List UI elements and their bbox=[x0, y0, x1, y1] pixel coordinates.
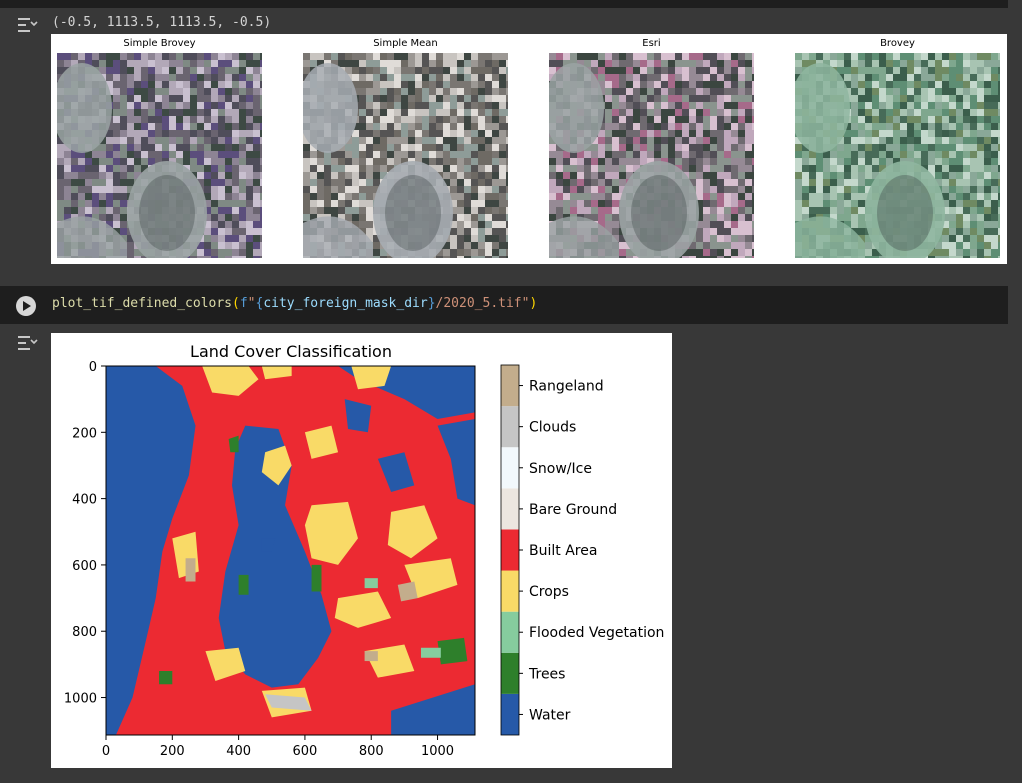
x-tick-label: 0 bbox=[102, 744, 110, 759]
colorbar-swatch bbox=[501, 365, 519, 407]
colorbar-swatch bbox=[501, 652, 519, 694]
colorbar-label: Snow/Ice bbox=[529, 461, 592, 477]
code-quote-open: " bbox=[247, 296, 256, 311]
satellite-image-simple-brovey bbox=[57, 53, 262, 258]
x-tick-label: 400 bbox=[226, 744, 251, 759]
code-paren-open: ( bbox=[232, 296, 240, 311]
run-cell-button[interactable] bbox=[16, 296, 36, 316]
code-string-path: /2020_5.tif bbox=[435, 296, 522, 311]
code-brace-close: } bbox=[427, 296, 436, 311]
output-toggle-icon[interactable] bbox=[16, 333, 38, 353]
colorbar-label: Flooded Vegetation bbox=[529, 625, 664, 641]
code-variable: city_foreign_mask_dir bbox=[263, 296, 428, 311]
classification-map bbox=[106, 366, 475, 735]
image-title-esri: Esri bbox=[642, 38, 661, 49]
y-tick-label: 600 bbox=[72, 559, 97, 574]
colorbar: Water Trees Flooded Vegetation Crops Built A… bbox=[500, 364, 664, 736]
image-title-simple-mean: Simple Mean bbox=[373, 38, 438, 49]
y-axis: 0 200 400 600 800 1000 bbox=[64, 360, 106, 707]
colorbar-swatch bbox=[501, 611, 519, 653]
land-cover-figure: Land Cover Classification 0 200 400 600 800 1… bbox=[51, 333, 672, 768]
x-tick-label: 800 bbox=[359, 744, 384, 759]
colorbar-swatch bbox=[501, 693, 519, 735]
colorbar-swatch bbox=[501, 570, 519, 612]
code-brace-open: { bbox=[255, 296, 264, 311]
y-tick-label: 800 bbox=[72, 625, 97, 640]
colorbar-swatch bbox=[501, 529, 519, 571]
colorbar-label: Water bbox=[529, 707, 571, 723]
x-tick-label: 200 bbox=[160, 744, 185, 759]
code-fstring-prefix: f bbox=[239, 296, 248, 311]
x-tick-label: 600 bbox=[293, 744, 318, 759]
satellite-image-simple-mean bbox=[303, 53, 508, 258]
x-axis: 0 200 400 600 800 1000 bbox=[102, 735, 454, 759]
image-title-brovey: Brovey bbox=[880, 38, 915, 49]
satellite-image-esri bbox=[549, 53, 754, 258]
colorbar-label: Clouds bbox=[529, 420, 576, 436]
land-cover-chart: Land Cover Classification 0 200 400 600 800 1… bbox=[64, 342, 665, 759]
y-tick-label: 400 bbox=[72, 493, 97, 508]
chart-title: Land Cover Classification bbox=[190, 342, 392, 361]
colorbar-label: Bare Ground bbox=[529, 502, 617, 518]
colorbar-label: Crops bbox=[529, 584, 569, 600]
colorbar-label: Trees bbox=[528, 666, 565, 682]
image-figure: Simple Brovey Simple Mean Esri Brovey bbox=[51, 34, 1007, 264]
satellite-image-brovey bbox=[795, 53, 1000, 258]
output-toggle-icon[interactable] bbox=[16, 15, 38, 35]
code-quote-close: " bbox=[521, 296, 530, 311]
colorbar-label: Built Area bbox=[529, 543, 597, 559]
colorbar-swatch bbox=[501, 406, 519, 448]
x-tick-label: 1000 bbox=[421, 744, 454, 759]
colorbar-swatch bbox=[501, 488, 519, 530]
output-text: (-0.5, 1113.5, 1113.5, -0.5) bbox=[52, 15, 272, 30]
image-title-simple-brovey: Simple Brovey bbox=[123, 38, 196, 49]
code-function-name: plot_tif_defined_colors bbox=[52, 296, 233, 311]
code-paren-close: ) bbox=[529, 296, 538, 311]
y-tick-label: 0 bbox=[89, 360, 97, 375]
map-frame bbox=[105, 365, 476, 736]
colorbar-label: Rangeland bbox=[529, 379, 604, 395]
previous-cell-bottom bbox=[0, 0, 1008, 8]
y-tick-label: 200 bbox=[72, 426, 97, 441]
colorbar-swatch bbox=[501, 447, 519, 489]
y-tick-label: 1000 bbox=[64, 692, 97, 707]
code-cell[interactable]: plot_tif_defined_colors(f"{city_foreign_… bbox=[0, 286, 1008, 324]
code-line[interactable]: plot_tif_defined_colors(f"{city_foreign_… bbox=[52, 296, 537, 311]
